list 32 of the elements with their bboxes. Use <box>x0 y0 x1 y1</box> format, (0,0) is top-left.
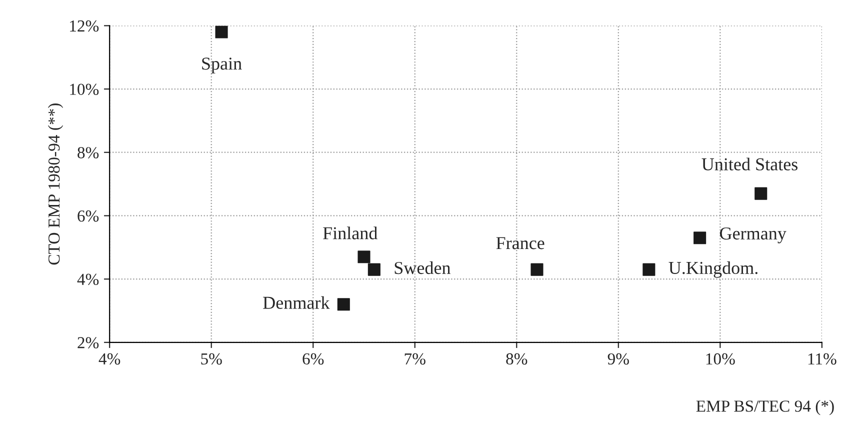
point <box>694 232 706 244</box>
annotation: U.Kingdom. <box>668 261 758 278</box>
x-tick-label: 9% <box>608 353 629 365</box>
x-tick-label: 11% <box>808 353 836 365</box>
x-tick-label: 4% <box>98 353 120 365</box>
x-tick-label: 6% <box>302 353 324 365</box>
y-tick-label: 10% <box>70 84 99 96</box>
y-tick-label: 12% <box>70 20 99 32</box>
y-tick-label: 8% <box>78 147 99 158</box>
y-tick-label: 4% <box>77 274 99 286</box>
point <box>530 263 544 276</box>
x-tick-label: 10% <box>706 353 735 365</box>
annotation: Sweden <box>394 261 451 274</box>
annotation: France <box>496 237 544 250</box>
annotation: Spain <box>202 58 242 74</box>
annotation: Finland <box>323 226 378 240</box>
y-tick-label: 6% <box>78 210 99 222</box>
point <box>215 26 228 38</box>
y-axis-title: CTO EMP 1980-94 (**) <box>48 104 64 265</box>
annotation: Germany <box>720 227 786 244</box>
annotation: United States <box>702 158 798 170</box>
x-tick-label: 7% <box>404 353 426 365</box>
point <box>358 250 370 264</box>
annotation: Denmark <box>263 296 330 309</box>
point <box>337 298 350 311</box>
point <box>642 263 656 276</box>
point <box>754 187 768 200</box>
y-tick-label: 2% <box>78 337 99 348</box>
x-axis-title: EMP BS/TEC 94 (*) <box>696 400 834 416</box>
x-tick-label: 8% <box>506 353 528 365</box>
x-tick-label: 5% <box>201 353 222 365</box>
point <box>368 263 380 276</box>
